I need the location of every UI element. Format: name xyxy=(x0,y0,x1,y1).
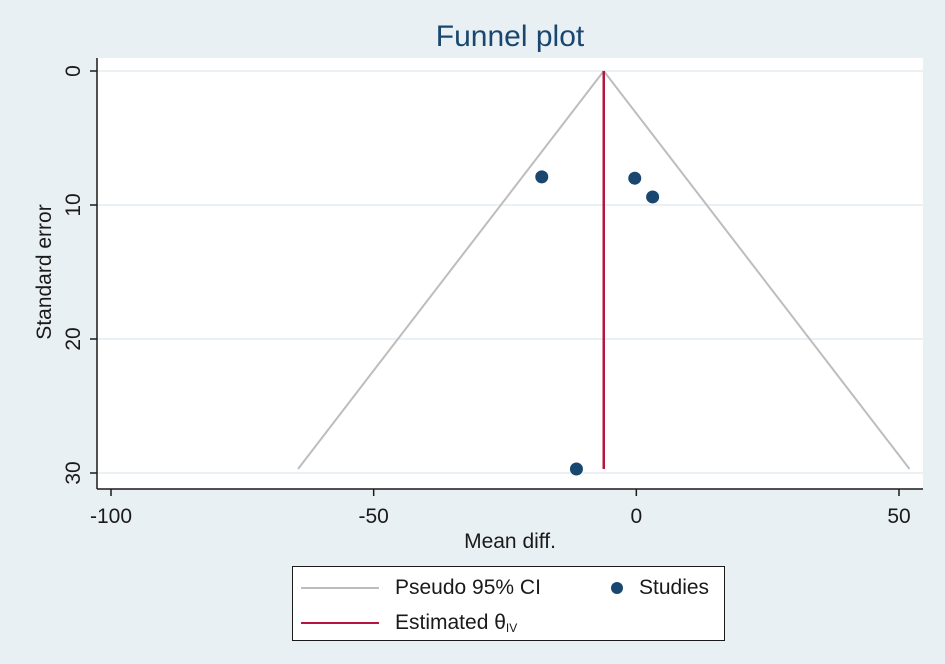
chart-title: Funnel plot xyxy=(436,20,585,53)
legend-item-estimate: Estimated θIV xyxy=(301,611,517,635)
y-tick-label: 0 xyxy=(62,65,85,77)
study-point xyxy=(535,170,549,184)
x-axis-label: Mean diff. xyxy=(464,530,556,553)
legend-ci-swatch xyxy=(301,587,379,589)
axes-layer xyxy=(96,58,923,490)
y-axis-label: Standard error xyxy=(33,204,56,339)
x-tick-label: 50 xyxy=(887,505,910,528)
legend-estimate-label: Estimated θIV xyxy=(395,611,518,635)
y-tick-label: 10 xyxy=(62,193,85,216)
study-point xyxy=(628,171,642,185)
legend-estimate-swatch xyxy=(301,622,379,624)
legend-studies-label: Studies xyxy=(639,576,710,599)
pseudo-ci-right-line xyxy=(602,70,911,470)
legend-estimate-subscript: IV xyxy=(505,621,518,635)
legend-ci-label: Pseudo 95% CI xyxy=(395,576,541,599)
ticks-layer: 0 10 20 30-100 -50 0 50 xyxy=(62,65,911,528)
y-tick-label: 30 xyxy=(62,461,85,484)
legend-studies-marker xyxy=(611,582,623,594)
marks-layer xyxy=(297,70,911,476)
plot-area xyxy=(97,58,923,489)
legend-item-studies: Studies xyxy=(611,576,709,600)
study-point xyxy=(646,190,660,204)
grid-layer xyxy=(97,70,923,474)
x-tick-label: -50 xyxy=(358,505,388,528)
pseudo-ci-left-line xyxy=(297,70,605,470)
x-tick-label: 0 xyxy=(630,505,642,528)
x-tick-label: -100 xyxy=(90,505,132,528)
study-point xyxy=(569,462,583,476)
legend-item-pseudo-ci: Pseudo 95% CI xyxy=(301,576,541,600)
y-tick-label: 20 xyxy=(62,327,85,350)
legend: Pseudo 95% CI Studies Estimated θIV xyxy=(292,566,725,641)
